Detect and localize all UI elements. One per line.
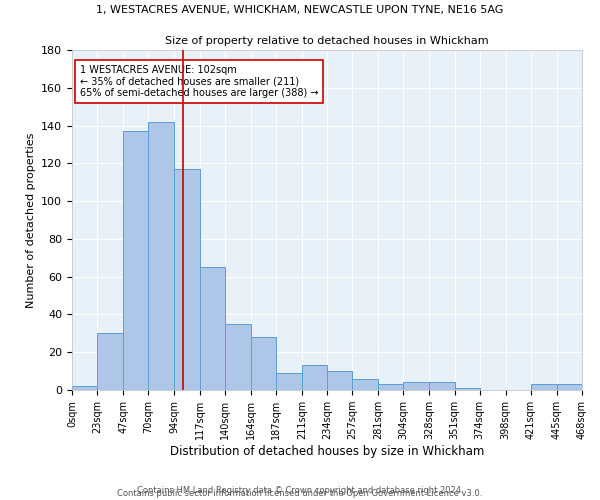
Bar — [430, 382, 455, 390]
Title: Size of property relative to detached houses in Whickham: Size of property relative to detached ho… — [165, 36, 489, 46]
Bar — [175, 169, 200, 390]
Bar — [251, 337, 276, 390]
Bar — [97, 334, 123, 390]
Text: Contains public sector information licensed under the Open Government Licence v3: Contains public sector information licen… — [118, 488, 482, 498]
Text: 1 WESTACRES AVENUE: 102sqm
← 35% of detached houses are smaller (211)
65% of sem: 1 WESTACRES AVENUE: 102sqm ← 35% of deta… — [80, 65, 318, 98]
Bar — [199, 267, 224, 390]
Bar — [276, 373, 302, 390]
Bar — [148, 122, 175, 390]
Bar — [327, 371, 352, 390]
Bar — [531, 384, 557, 390]
Bar — [378, 384, 403, 390]
Bar — [403, 382, 430, 390]
Y-axis label: Number of detached properties: Number of detached properties — [26, 132, 35, 308]
Bar — [72, 386, 97, 390]
Bar — [123, 131, 148, 390]
Text: 1, WESTACRES AVENUE, WHICKHAM, NEWCASTLE UPON TYNE, NE16 5AG: 1, WESTACRES AVENUE, WHICKHAM, NEWCASTLE… — [97, 5, 503, 15]
X-axis label: Distribution of detached houses by size in Whickham: Distribution of detached houses by size … — [170, 445, 484, 458]
Bar — [455, 388, 479, 390]
Bar — [224, 324, 251, 390]
Bar — [557, 384, 582, 390]
Bar — [302, 366, 327, 390]
Text: Contains HM Land Registry data © Crown copyright and database right 2024.: Contains HM Land Registry data © Crown c… — [137, 486, 463, 495]
Bar — [352, 378, 378, 390]
